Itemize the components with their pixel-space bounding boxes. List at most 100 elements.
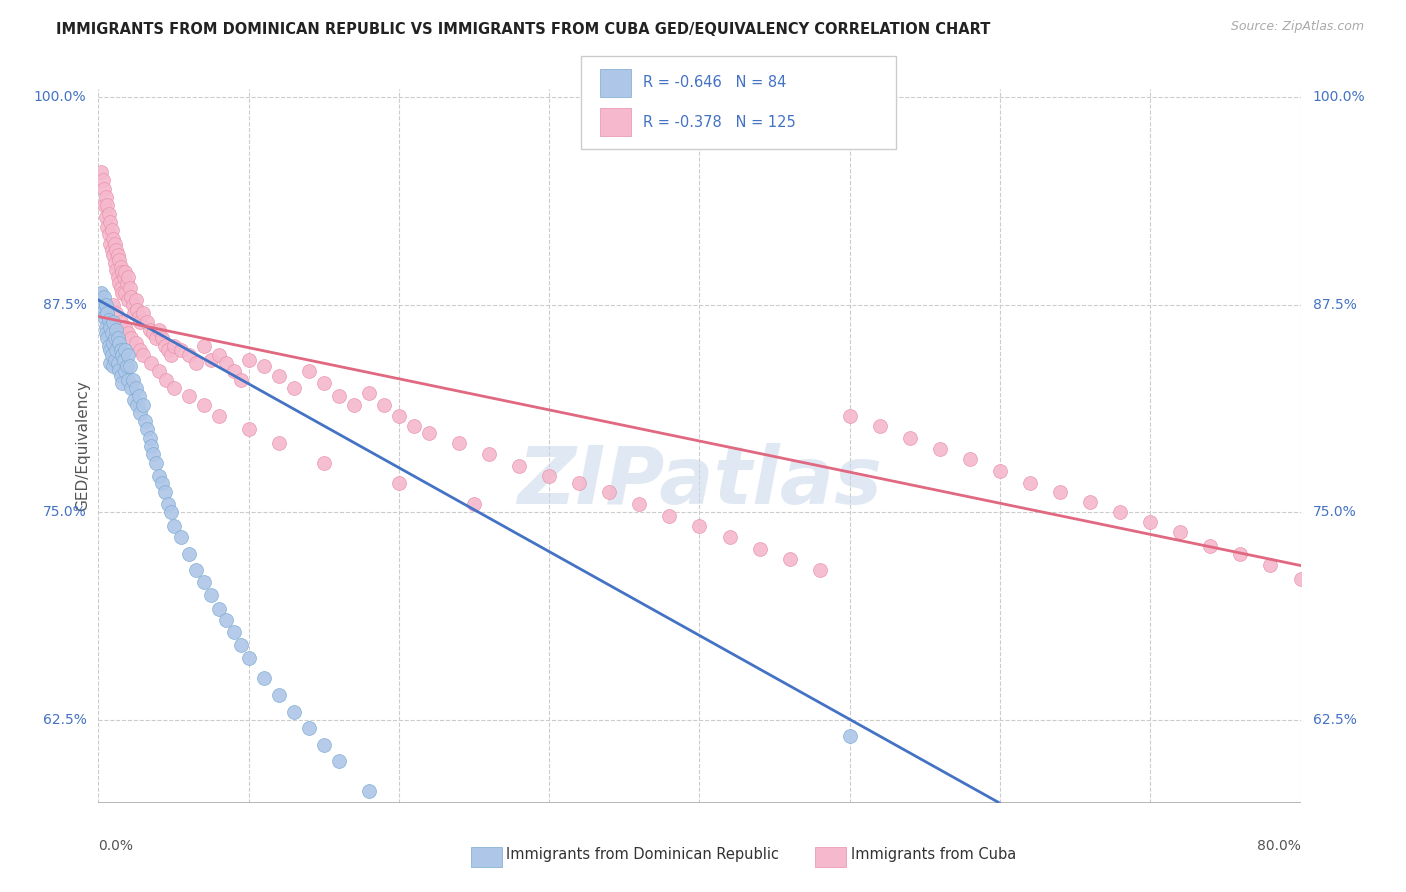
Text: R = -0.378   N = 125: R = -0.378 N = 125 [643,115,796,129]
Point [97,207,120,221]
Point [388,409,411,424]
Point [373,397,395,411]
Point [1109,505,1132,519]
Point [159,348,181,362]
Point [117,373,139,387]
Point [110,281,132,295]
Point [162,381,184,395]
Point [103,359,125,374]
Point [148,364,170,378]
Point [222,364,245,378]
Point [162,339,184,353]
Point [96,219,118,234]
Point [132,348,155,362]
Point [418,840,440,855]
Point [114,364,136,378]
Point [150,475,173,490]
Point [208,601,231,615]
Point [1260,558,1282,573]
Point [129,343,152,357]
Point [357,385,380,400]
Point [193,575,215,590]
Point [153,485,176,500]
Point [838,409,860,424]
Point [267,435,290,450]
Point [312,738,335,752]
Point [159,505,181,519]
Point [388,813,411,827]
Point [127,302,149,317]
Point [1049,485,1071,500]
Point [134,414,156,428]
Point [111,265,134,279]
Point [94,298,117,312]
Point [508,458,530,473]
Point [688,518,710,533]
Point [110,343,132,357]
Point [108,362,131,376]
Point [141,326,163,340]
Point [111,286,134,301]
Point [238,422,260,436]
Point [184,356,207,370]
Point [988,464,1011,478]
Point [97,313,120,327]
Point [177,389,200,403]
Point [94,190,117,204]
Point [118,281,141,295]
Point [105,306,128,320]
Text: 80.0%: 80.0% [1257,839,1301,854]
Point [118,359,141,374]
Point [107,248,129,262]
Point [104,331,127,345]
Point [96,198,118,212]
Point [100,319,122,334]
Point [117,269,139,284]
Point [177,547,200,561]
Point [253,359,276,374]
Point [402,419,425,434]
Point [478,447,501,461]
Point [170,343,193,357]
Point [121,381,143,395]
Point [478,887,501,892]
Point [779,552,801,566]
Point [114,286,136,301]
Point [141,447,163,461]
Point [111,348,134,362]
Text: Immigrants from Dominican Republic: Immigrants from Dominican Republic [506,847,779,862]
Point [838,730,860,744]
Point [231,373,253,387]
Point [568,475,591,490]
Text: 62.5%: 62.5% [42,713,86,727]
Point [598,485,620,500]
Point [112,352,135,367]
Point [328,389,350,403]
Point [105,243,128,257]
Point [112,269,135,284]
Point [103,231,125,245]
Point [135,314,157,328]
Point [447,435,470,450]
Point [1078,495,1101,509]
Point [105,343,128,357]
Point [103,248,125,262]
Point [91,173,114,187]
Point [93,182,115,196]
Point [94,210,117,224]
Point [100,215,122,229]
Point [101,223,124,237]
Point [283,381,305,395]
Point [156,497,179,511]
Point [148,468,170,483]
Point [114,265,136,279]
Point [97,227,120,241]
Point [121,331,143,345]
Point [128,310,150,324]
Point [94,326,117,340]
Point [94,319,117,334]
Point [1019,475,1042,490]
Point [93,310,115,324]
Point [193,397,215,411]
Point [898,431,921,445]
